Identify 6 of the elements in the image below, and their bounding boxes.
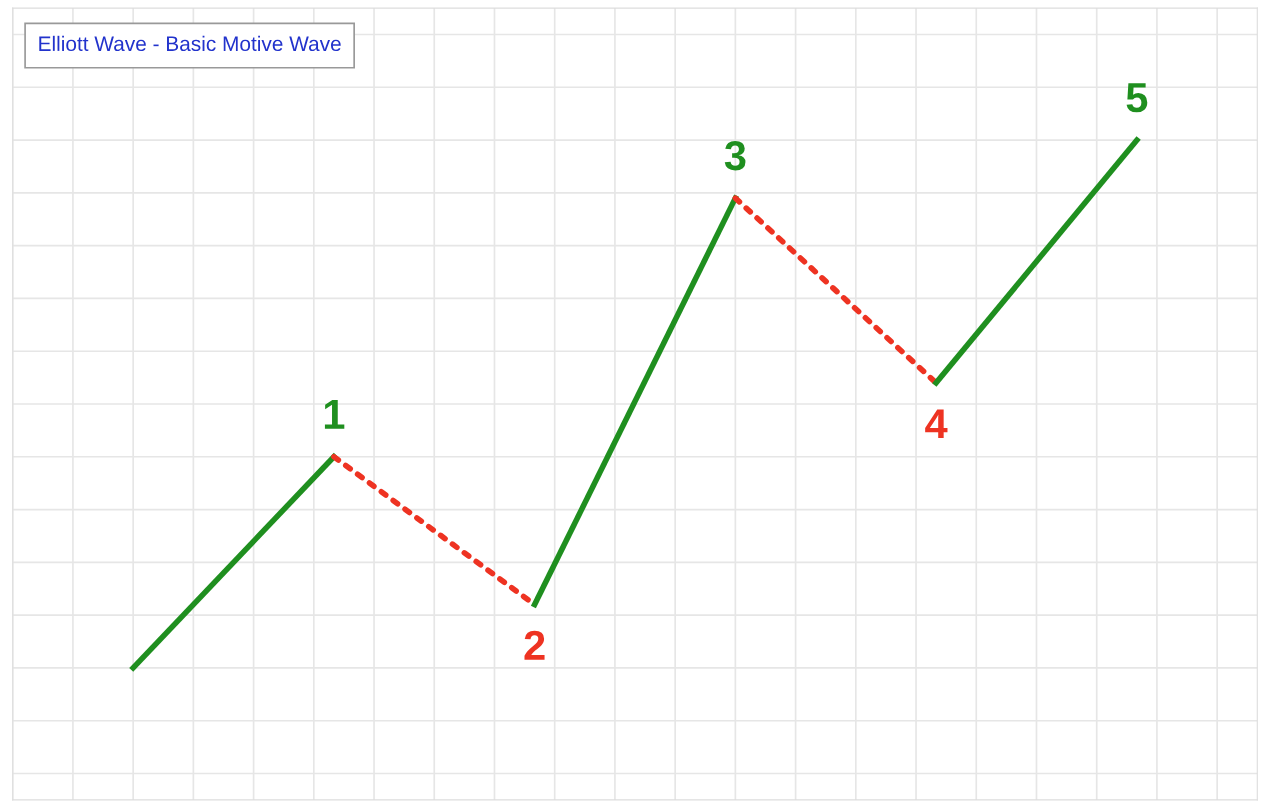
chart-title: Elliott Wave - Basic Motive Wave xyxy=(39,35,341,52)
annotation: 4 xyxy=(925,409,948,439)
annotation: 2 xyxy=(524,630,545,660)
annotation: 1 xyxy=(324,400,345,429)
annotation: 3 xyxy=(724,140,746,171)
text: 5 xyxy=(1126,83,1148,113)
